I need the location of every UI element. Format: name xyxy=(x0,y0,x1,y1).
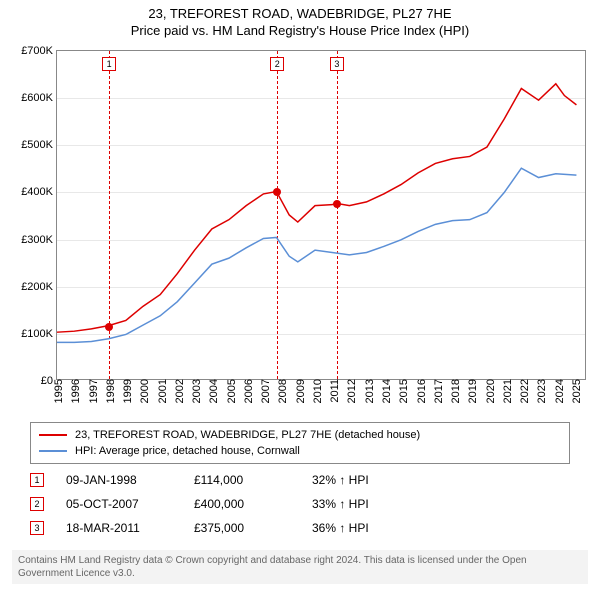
y-axis-label: £600K xyxy=(21,92,57,104)
y-axis-label: £100K xyxy=(21,328,57,340)
x-axis-label: 2019 xyxy=(463,379,479,403)
sale-row: 3 18-MAR-2011 £375,000 36% ↑ HPI xyxy=(30,516,570,540)
sale-date: 05-OCT-2007 xyxy=(66,497,176,511)
x-axis-label: 2018 xyxy=(446,379,462,403)
legend-swatch xyxy=(39,450,67,452)
x-axis-label: 2023 xyxy=(532,379,548,403)
legend-swatch xyxy=(39,434,67,436)
x-axis-label: 2025 xyxy=(567,379,583,403)
page-title: 23, TREFOREST ROAD, WADEBRIDGE, PL27 7HE xyxy=(0,6,600,21)
sale-price: £400,000 xyxy=(194,497,294,511)
y-axis-label: £700K xyxy=(21,45,57,57)
x-axis-label: 2009 xyxy=(291,379,307,403)
x-axis-label: 2005 xyxy=(222,379,238,403)
y-axis-label: £400K xyxy=(21,186,57,198)
series-line xyxy=(57,84,576,332)
legend-label: HPI: Average price, detached house, Corn… xyxy=(75,445,300,457)
x-axis-label: 2014 xyxy=(377,379,393,403)
legend-label: 23, TREFOREST ROAD, WADEBRIDGE, PL27 7HE… xyxy=(75,429,420,441)
x-axis-label: 2010 xyxy=(308,379,324,403)
x-axis-label: 2003 xyxy=(187,379,203,403)
x-axis-label: 2002 xyxy=(170,379,186,403)
x-axis-label: 2011 xyxy=(325,379,341,403)
sale-date: 09-JAN-1998 xyxy=(66,473,176,487)
sale-marker xyxy=(333,200,341,208)
sale-marker xyxy=(105,323,113,331)
x-axis-label: 2007 xyxy=(256,379,272,403)
legend: 23, TREFOREST ROAD, WADEBRIDGE, PL27 7HE… xyxy=(30,422,570,464)
sale-date: 18-MAR-2011 xyxy=(66,521,176,535)
x-axis-label: 1995 xyxy=(49,379,65,403)
page-subtitle: Price paid vs. HM Land Registry's House … xyxy=(0,23,600,38)
legend-item: 23, TREFOREST ROAD, WADEBRIDGE, PL27 7HE… xyxy=(39,427,561,443)
x-axis-label: 1997 xyxy=(84,379,100,403)
x-axis-label: 2001 xyxy=(153,379,169,403)
x-axis-label: 2024 xyxy=(550,379,566,403)
sale-price: £375,000 xyxy=(194,521,294,535)
legend-item: HPI: Average price, detached house, Corn… xyxy=(39,443,561,459)
x-axis-label: 2012 xyxy=(342,379,358,403)
sale-delta: 36% ↑ HPI xyxy=(312,521,432,535)
footer-attribution: Contains HM Land Registry data © Crown c… xyxy=(12,550,588,584)
sale-price: £114,000 xyxy=(194,473,294,487)
y-axis-label: £200K xyxy=(21,281,57,293)
sales-table: 1 09-JAN-1998 £114,000 32% ↑ HPI 2 05-OCT-200… xyxy=(30,468,570,540)
sale-row: 1 09-JAN-1998 £114,000 32% ↑ HPI xyxy=(30,468,570,492)
y-axis-label: £300K xyxy=(21,234,57,246)
sale-delta: 33% ↑ HPI xyxy=(312,497,432,511)
x-axis-label: 2006 xyxy=(239,379,255,403)
x-axis-label: 2000 xyxy=(135,379,151,403)
x-axis-label: 1996 xyxy=(66,379,82,403)
x-axis-label: 2015 xyxy=(394,379,410,403)
x-axis-label: 1999 xyxy=(118,379,134,403)
x-axis-label: 2004 xyxy=(204,379,220,403)
x-axis-label: 2008 xyxy=(273,379,289,403)
price-chart: £0£100K£200K£300K£400K£500K£600K£700K199… xyxy=(56,50,586,380)
series-line xyxy=(57,168,576,342)
sale-index-box: 2 xyxy=(30,497,44,511)
y-axis-label: £500K xyxy=(21,139,57,151)
x-axis-label: 2016 xyxy=(412,379,428,403)
x-axis-label: 2017 xyxy=(429,379,445,403)
x-axis-label: 2020 xyxy=(481,379,497,403)
sale-delta: 32% ↑ HPI xyxy=(312,473,432,487)
x-axis-label: 2013 xyxy=(360,379,376,403)
x-axis-label: 2021 xyxy=(498,379,514,403)
x-axis-label: 1998 xyxy=(101,379,117,403)
sale-index-box: 3 xyxy=(30,521,44,535)
x-axis-label: 2022 xyxy=(515,379,531,403)
sale-marker xyxy=(273,188,281,196)
sale-row: 2 05-OCT-2007 £400,000 33% ↑ HPI xyxy=(30,492,570,516)
sale-index-box: 1 xyxy=(30,473,44,487)
